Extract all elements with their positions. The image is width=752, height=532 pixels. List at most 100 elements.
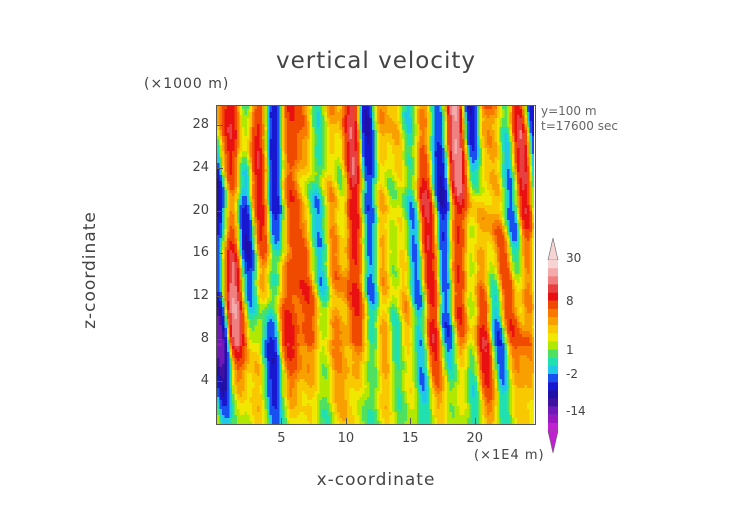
field-cell: [322, 250, 325, 254]
field-cell: [242, 163, 248, 167]
field-cell: [237, 142, 240, 146]
field-cell: [479, 145, 483, 149]
field-cell: [247, 148, 250, 152]
field-cell: [477, 121, 480, 125]
field-cell: [344, 193, 348, 197]
field-cell: [429, 208, 433, 212]
field-cell: [239, 187, 243, 191]
field-cell: [297, 184, 300, 188]
field-cell: [252, 124, 255, 128]
field-cell: [339, 247, 345, 251]
field-cell: [467, 181, 470, 185]
field-cell: [454, 256, 463, 260]
field-cell: [329, 256, 333, 260]
field-cell: [219, 127, 223, 131]
field-cell: [527, 145, 530, 149]
field-cell: [514, 205, 518, 209]
field-cell: [327, 226, 330, 230]
field-cell: [359, 262, 363, 266]
field-cell: [389, 115, 398, 119]
field-cell: [419, 178, 423, 182]
field-cell: [402, 121, 405, 125]
field-cell: [492, 235, 495, 239]
field-cell: [307, 178, 315, 182]
field-cell: [304, 238, 308, 242]
field-cell: [457, 229, 460, 233]
field-cell: [497, 112, 500, 116]
field-cell: [417, 193, 420, 197]
field-cell: [279, 190, 283, 194]
field-cell: [279, 148, 283, 152]
field-cell: [224, 142, 228, 146]
field-cell: [352, 178, 358, 182]
field-cell: [429, 196, 433, 200]
field-cell: [314, 151, 323, 155]
field-cell: [257, 124, 260, 128]
field-cell: [307, 112, 310, 116]
field-cell: [452, 172, 455, 176]
field-cell: [234, 193, 238, 197]
field-cell: [374, 157, 378, 161]
field-cell: [234, 223, 238, 227]
field-cell: [349, 109, 355, 113]
field-cell: [452, 139, 455, 143]
field-cell: [477, 175, 480, 179]
field-cell: [287, 169, 295, 173]
field-cell: [224, 214, 228, 218]
field-cell: [377, 136, 380, 140]
field-cell: [374, 214, 378, 218]
field-cell: [234, 232, 238, 236]
field-cell: [502, 196, 505, 200]
field-cell: [432, 160, 435, 164]
field-cell: [304, 199, 308, 203]
field-cell: [464, 196, 468, 200]
field-cell: [342, 235, 345, 239]
field-cell: [497, 247, 500, 251]
field-cell: [262, 142, 265, 146]
field-cell: [229, 163, 233, 167]
field-cell: [399, 256, 405, 260]
field-cell: [252, 253, 255, 257]
field-cell: [357, 166, 360, 170]
field-cell: [512, 205, 515, 209]
field-cell: [494, 136, 498, 140]
field-cell: [247, 145, 250, 149]
field-cell: [407, 229, 410, 233]
field-cell: [279, 229, 283, 233]
field-cell: [434, 151, 443, 155]
field-cell: [397, 181, 405, 185]
field-cell: [349, 175, 358, 179]
field-cell: [384, 253, 388, 257]
field-cell: [272, 169, 278, 173]
field-cell: [457, 139, 460, 143]
field-cell: [399, 118, 403, 122]
field-cell: [432, 247, 435, 251]
field-cell: [314, 157, 318, 161]
field-cell: [407, 196, 413, 200]
field-cell: [462, 127, 465, 131]
field-cell: [499, 121, 503, 125]
field-cell: [497, 166, 500, 170]
field-cell: [269, 217, 273, 221]
field-cell: [367, 241, 373, 245]
field-cell: [502, 145, 505, 149]
field-cell: [439, 208, 448, 212]
field-cell: [244, 250, 250, 254]
field-cell: [434, 133, 443, 137]
field-cell: [309, 235, 313, 239]
field-cell: [514, 115, 518, 119]
field-cell: [504, 157, 510, 161]
field-cell: [357, 142, 360, 146]
field-cell: [354, 145, 358, 149]
field-cell: [257, 238, 260, 242]
field-cell: [239, 151, 243, 155]
field-cell: [524, 262, 530, 266]
field-cell: [394, 121, 400, 125]
field-cell: [219, 199, 223, 203]
field-cell: [272, 127, 278, 131]
field-cell: [217, 154, 220, 158]
field-cell: [242, 109, 245, 113]
field-cell: [507, 133, 510, 137]
field-cell: [239, 148, 243, 152]
field-cell: [462, 106, 465, 110]
